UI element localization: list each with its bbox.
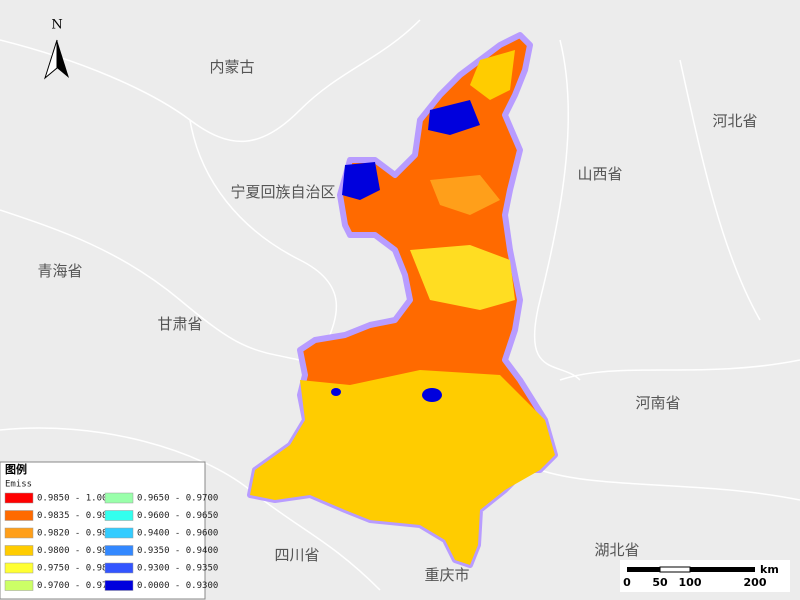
- legend-title: 图例: [5, 462, 27, 476]
- legend-label: 0.9800 - 0.9820: [37, 546, 118, 556]
- legend-label: 0.9835 - 0.9850: [37, 511, 118, 521]
- scale-label: 50: [652, 576, 668, 589]
- legend-swatch: [4, 492, 34, 504]
- scale-unit: km: [760, 563, 779, 576]
- legend-label: 0.0000 - 0.9300: [137, 581, 218, 591]
- legend-swatch: [4, 510, 34, 521]
- north-arrow: N: [44, 18, 69, 80]
- legend-swatch: [4, 545, 34, 556]
- legend-label: 0.9300 - 0.9350: [137, 564, 218, 574]
- scale-label: 0: [623, 576, 631, 589]
- place-label: 四川省: [274, 546, 319, 564]
- place-label: 河北省: [712, 112, 757, 130]
- place-label: 山西省: [577, 165, 622, 183]
- study-area: [247, 32, 558, 568]
- legend-swatch: [104, 545, 134, 556]
- legend-subtitle: Emiss: [5, 480, 32, 490]
- place-label: 河南省: [635, 394, 680, 412]
- scale-label: 100: [679, 576, 702, 589]
- legend-swatch: [4, 527, 34, 539]
- legend-label: 0.9750 - 0.9800: [37, 564, 118, 574]
- legend-swatch: [104, 510, 134, 521]
- place-label: 青海省: [37, 262, 82, 280]
- place-label: 重庆市: [424, 566, 469, 584]
- place-label: 甘肃省: [157, 315, 202, 333]
- legend: 图例 Emiss 0.9850 - 1.0000 0.9835 - 0.9850 0…: [0, 461, 218, 600]
- legend-swatch: [4, 580, 34, 591]
- legend-swatch: [104, 527, 134, 539]
- legend-swatch: [104, 580, 134, 591]
- scale-bar: km 0 50 100 200: [620, 560, 790, 592]
- legend-label: 0.9820 - 0.9835: [37, 529, 118, 539]
- scale-label: 200: [744, 576, 767, 589]
- place-label: 内蒙古: [209, 58, 254, 76]
- legend-label: 0.9850 - 1.0000: [37, 494, 118, 504]
- legend-label: 0.9600 - 0.9650: [137, 511, 218, 521]
- legend-label: 0.9350 - 0.9400: [137, 546, 218, 556]
- legend-label: 0.9650 - 0.9700: [137, 494, 218, 504]
- legend-swatch: [4, 562, 34, 574]
- legend-swatch: [104, 492, 134, 504]
- legend-label: 0.9400 - 0.9600: [137, 529, 218, 539]
- place-label: 湖北省: [594, 541, 639, 559]
- north-label: N: [51, 18, 62, 33]
- legend-swatch: [104, 562, 134, 574]
- legend-label: 0.9700 - 0.9750: [37, 581, 118, 591]
- borders: [0, 19, 800, 591]
- place-label: 宁夏回族自治区: [230, 183, 335, 201]
